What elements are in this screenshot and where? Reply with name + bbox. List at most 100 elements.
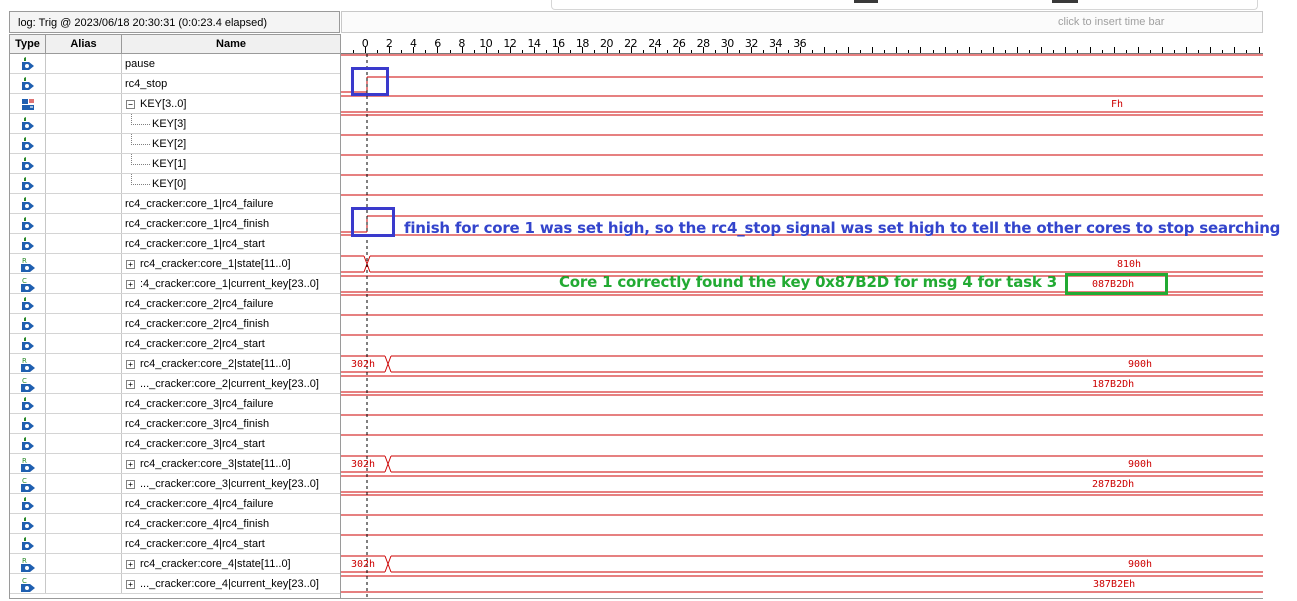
alias-column-header[interactable]: Alias — [46, 35, 122, 53]
signal-row[interactable]: rc4_stop — [10, 74, 340, 94]
ruler-tick — [365, 47, 366, 53]
expand-icon[interactable]: + — [126, 560, 135, 569]
signal-name-cell: + ..._cracker:core_4|current_key[23..0] — [122, 574, 340, 593]
svg-text:C: C — [22, 477, 27, 485]
signal-row[interactable]: R + rc4_cracker:core_4|state[11..0] — [10, 554, 340, 574]
ruler-tick — [1017, 47, 1019, 53]
toolbar-button-fragment[interactable] — [1052, 0, 1078, 3]
signal-row[interactable]: rc4_cracker:core_4|rc4_finish — [10, 514, 340, 534]
expand-icon[interactable]: + — [126, 260, 135, 269]
waveform-trace — [387, 563, 392, 573]
signal-row[interactable]: rc4_cracker:core_3|rc4_failure — [10, 394, 340, 414]
signal-name-cell: rc4_cracker:core_3|rc4_failure — [122, 394, 340, 413]
signal-row[interactable]: rc4_cracker:core_3|rc4_finish — [10, 414, 340, 434]
expand-icon[interactable]: + — [126, 480, 135, 489]
name-column-header[interactable]: Name — [216, 38, 246, 50]
signal-alias-cell — [46, 574, 122, 593]
signal-type-cell — [10, 194, 46, 213]
waveform-value-label: 900h — [1128, 559, 1153, 570]
signal-alias-cell — [46, 454, 122, 473]
expand-icon[interactable]: + — [126, 360, 135, 369]
signal-row[interactable]: rc4_cracker:core_3|rc4_start — [10, 434, 340, 454]
signal-name-cell: KEY[2] — [122, 134, 340, 153]
signal-row[interactable]: R + rc4_cracker:core_3|state[11..0] — [10, 454, 340, 474]
ruler-tick — [473, 50, 475, 53]
signal-name: rc4_cracker:core_1|rc4_finish — [125, 218, 270, 230]
time-bar-area[interactable]: click to insert time bar — [341, 11, 1263, 33]
ruler-tick — [401, 50, 403, 53]
signal-alias-cell — [46, 134, 122, 153]
ruler-tick — [449, 50, 451, 53]
waveform-value-label: 187B2Dh — [1092, 379, 1135, 390]
signal-row[interactable]: − KEY[3..0] — [10, 94, 340, 114]
signal-row[interactable]: KEY[0] — [10, 174, 340, 194]
signal-row[interactable]: KEY[3] — [10, 114, 340, 134]
signal-name: rc4_cracker:core_3|rc4_finish — [125, 418, 270, 430]
ruler-tick — [944, 47, 946, 53]
waveform-value-label: 287B2Dh — [1092, 479, 1135, 490]
ruler-tick — [727, 47, 729, 53]
signal-name: rc4_stop — [125, 78, 168, 90]
waveform-panel[interactable] — [341, 54, 1263, 599]
ruler-tick — [751, 47, 753, 53]
ruler-tick-label: 30 — [720, 37, 735, 50]
signal-row[interactable]: R + rc4_cracker:core_2|state[11..0] — [10, 354, 340, 374]
tree-guide-line — [131, 174, 150, 185]
signal-row[interactable]: rc4_cracker:core_1|rc4_failure — [10, 194, 340, 214]
waveform-value-label: Fh — [1111, 99, 1124, 110]
toolbar-button-fragment[interactable] — [854, 0, 878, 3]
signal-row[interactable]: rc4_cracker:core_2|rc4_start — [10, 334, 340, 354]
signal-row[interactable]: pause — [10, 54, 340, 74]
signal-row[interactable]: KEY[1] — [10, 154, 340, 174]
signal-alias-cell — [46, 114, 122, 133]
signal-row[interactable]: C + ..._cracker:core_4|current_key[23..0] — [10, 574, 340, 594]
waveform-trace — [384, 355, 389, 365]
signal-type-cell — [10, 134, 46, 153]
signal-row[interactable]: C + ..._cracker:core_2|current_key[23..0] — [10, 374, 340, 394]
signal-row[interactable]: rc4_cracker:core_1|rc4_start — [10, 234, 340, 254]
signal-row[interactable]: R + rc4_cracker:core_1|state[11..0] — [10, 254, 340, 274]
collapse-icon[interactable]: − — [126, 100, 135, 109]
expand-icon[interactable]: + — [126, 380, 135, 389]
ruler-tick — [811, 50, 813, 53]
ruler-tick — [848, 47, 849, 53]
signal-name-cell: rc4_cracker:core_4|rc4_finish — [122, 514, 340, 533]
signal-row[interactable]: KEY[2] — [10, 134, 340, 154]
ruler-tick — [594, 50, 596, 53]
signal-row[interactable]: rc4_cracker:core_2|rc4_failure — [10, 294, 340, 314]
ruler-tick — [1198, 50, 1200, 53]
signal-row[interactable]: rc4_cracker:core_4|rc4_start — [10, 534, 340, 554]
input-pin-icon — [20, 396, 36, 412]
ruler-tick — [1053, 50, 1055, 53]
time-ruler[interactable]: 0 2 4 6 8 10 12 14 16 18 20 22 24 26 28 30 32 34 36 — [341, 34, 1263, 54]
ruler-tick — [425, 50, 427, 53]
signal-type-cell: C — [10, 574, 46, 593]
waveform-value-label: 900h — [1128, 459, 1153, 470]
counter-bus-icon: C — [20, 476, 36, 492]
expand-icon[interactable]: + — [126, 280, 135, 289]
ruler-tick — [618, 50, 620, 53]
signal-alias-cell — [46, 394, 122, 413]
signal-type-cell: C — [10, 374, 46, 393]
signal-alias-cell — [46, 414, 122, 433]
expand-icon[interactable]: + — [126, 580, 135, 589]
signal-name: rc4_cracker:core_3|rc4_start — [125, 438, 265, 450]
ruler-tick — [1149, 50, 1151, 53]
signal-row[interactable]: rc4_cracker:core_4|rc4_failure — [10, 494, 340, 514]
ruler-tick-label: 20 — [600, 37, 614, 50]
signal-row[interactable]: C + ..._cracker:core_3|current_key[23..0] — [10, 474, 340, 494]
ruler-tick-label: 0 — [361, 37, 369, 50]
signal-row[interactable]: rc4_cracker:core_2|rc4_finish — [10, 314, 340, 334]
ruler-tick — [763, 50, 765, 53]
ruler-tick — [1137, 47, 1139, 53]
type-column-header[interactable]: Type — [10, 35, 46, 53]
tree-guide-line — [131, 134, 150, 145]
expand-icon[interactable]: + — [126, 460, 135, 469]
signal-type-cell — [10, 74, 46, 93]
svg-text:C: C — [22, 377, 27, 385]
signal-name-cell: + rc4_cracker:core_4|state[11..0] — [122, 554, 340, 573]
signal-row[interactable]: C +:4_cracker:core_1|current_key[23..0] — [10, 274, 340, 294]
signal-name-cell: rc4_cracker:core_1|rc4_start — [122, 234, 340, 253]
signal-row[interactable]: rc4_cracker:core_1|rc4_finish — [10, 214, 340, 234]
signal-alias-cell — [46, 294, 122, 313]
